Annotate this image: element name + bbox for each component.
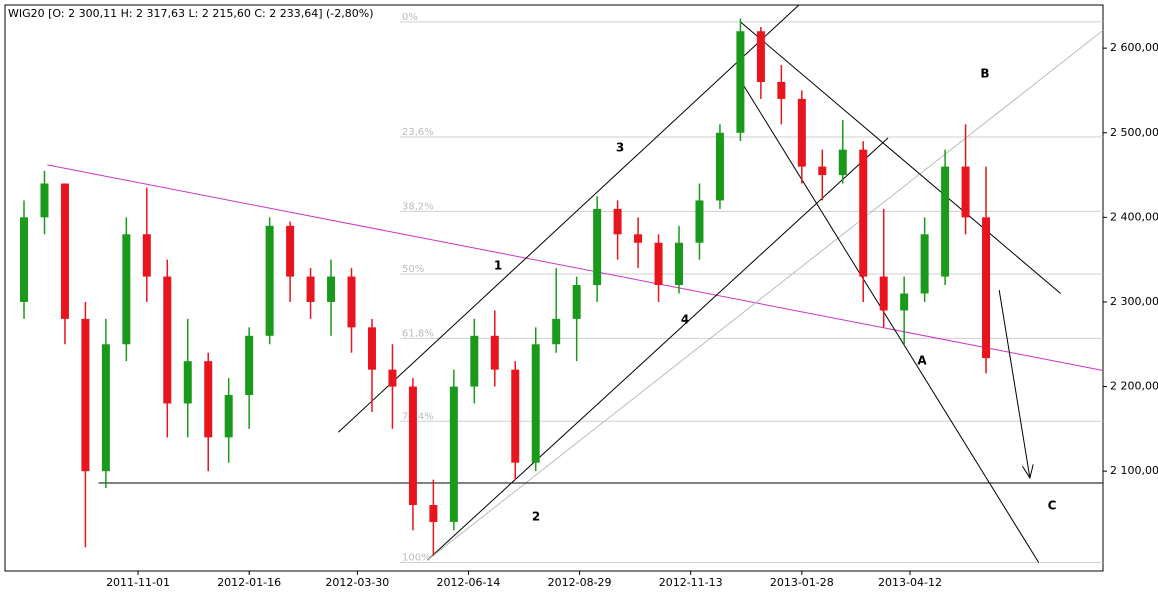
candle-body (900, 293, 909, 311)
candle-body (613, 208, 622, 235)
wave-label: 1 (494, 259, 502, 273)
candle-body (347, 276, 356, 328)
candle-body (60, 183, 69, 319)
candle-body (490, 335, 499, 370)
candle-body (695, 200, 704, 243)
candle-body (736, 31, 745, 133)
candle-body (818, 166, 827, 176)
candle-body (306, 276, 315, 302)
trend-line (427, 137, 889, 561)
candle-body (286, 225, 295, 277)
candle-body (245, 335, 254, 396)
candle-body (654, 242, 663, 286)
fib-label: 100% (402, 553, 431, 564)
candle-body (777, 81, 786, 99)
y-tick-label: 2 100,00 (1110, 464, 1158, 477)
candle-body (142, 234, 151, 277)
x-tick-label: 2012-03-30 (325, 576, 389, 589)
candle-body (572, 285, 581, 319)
fib-label: 38,2% (402, 201, 434, 212)
candle-body (204, 361, 213, 438)
y-tick-label: 2 500,00 (1110, 126, 1158, 139)
candle-body (408, 386, 417, 506)
y-tick-label: 2 400,00 (1110, 210, 1158, 223)
candle-body (101, 344, 110, 472)
candle-body (265, 225, 274, 336)
candle-body (715, 132, 724, 201)
trend-line (740, 21, 1061, 294)
arrow-head (1022, 464, 1034, 480)
candle-body (388, 369, 397, 387)
candle-body (122, 234, 131, 345)
candle-body (429, 505, 438, 522)
wave-label: 2 (532, 510, 540, 524)
fib-label: 23,6% (402, 127, 434, 138)
y-tick-label: 2 300,00 (1110, 295, 1158, 308)
candle-body (20, 217, 29, 302)
candle-body (224, 395, 233, 438)
wave-label: B (980, 67, 989, 81)
candle-body (634, 234, 643, 243)
candle-body (40, 183, 49, 218)
candle-body (327, 276, 336, 302)
candle-body (859, 149, 868, 277)
x-tick-label: 2012-08-29 (548, 576, 612, 589)
y-tick-label: 2 600,00 (1110, 41, 1158, 54)
x-tick-label: 2012-06-14 (437, 576, 501, 589)
candle-body (675, 242, 684, 286)
candle-body (449, 386, 458, 522)
candle-body (879, 276, 888, 311)
trend-line (427, 29, 1104, 561)
trend-line (338, 4, 800, 433)
candle-body (552, 318, 561, 345)
chart-title: WIG20 [O: 2 300,11 H: 2 317,63 L: 2 215,… (8, 7, 374, 20)
candle-body (470, 335, 479, 387)
trend-line (47, 164, 1104, 371)
candle-body (756, 31, 765, 82)
x-tick-label: 2013-01-28 (770, 576, 834, 589)
fib-label: 0% (402, 12, 418, 23)
candle-body (797, 98, 806, 167)
wave-label: C (1048, 499, 1057, 513)
candle-body (531, 344, 540, 463)
candle-body (961, 166, 970, 218)
candle-body (367, 327, 376, 370)
candle-body (941, 166, 950, 277)
candle-body (920, 234, 929, 294)
y-tick-label: 2 200,00 (1110, 380, 1158, 393)
x-tick-label: 2013-04-12 (878, 576, 942, 589)
fib-label: 61,8% (402, 328, 434, 339)
candle-body (593, 208, 602, 286)
x-tick-label: 2011-11-01 (106, 576, 170, 589)
fib-label: 50% (402, 264, 424, 275)
fib-label: 76,4% (402, 411, 434, 422)
wave-label: 4 (681, 313, 689, 327)
arrow (998, 290, 1031, 479)
plot-frame (4, 4, 1104, 572)
x-tick-label: 2012-01-16 (217, 576, 281, 589)
candle-body (81, 318, 90, 472)
wave-label: A (917, 354, 927, 368)
x-tick-label: 2012-11-13 (659, 576, 723, 589)
candle-body (838, 149, 847, 176)
candle-body (183, 361, 192, 404)
candle-body (511, 369, 520, 463)
candle-body (982, 217, 991, 359)
candle-body (163, 276, 172, 404)
trend-line (739, 80, 1040, 563)
wave-label: 3 (616, 141, 624, 155)
